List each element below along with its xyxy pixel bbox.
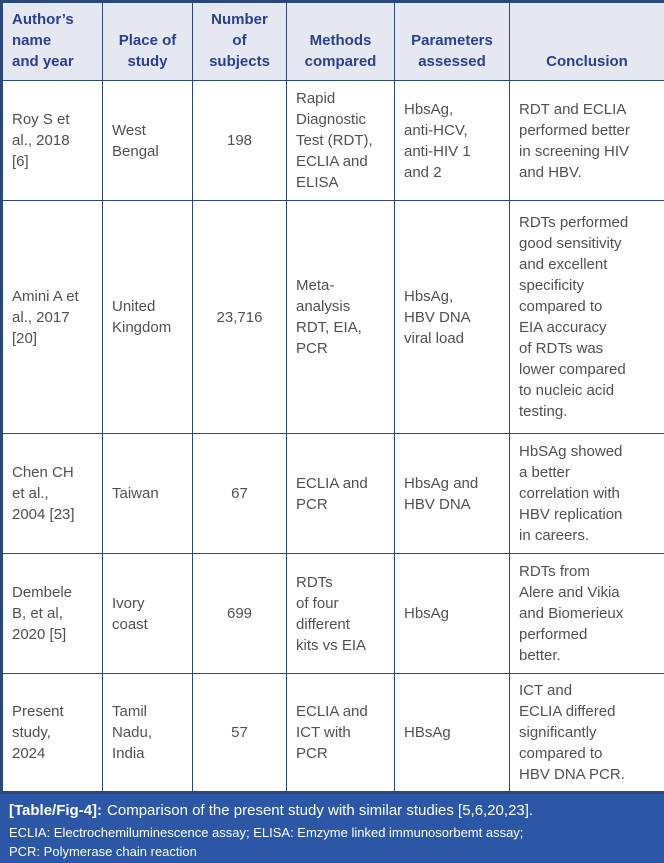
- column-header-parameters: Parameters assessed: [394, 1, 510, 81]
- cell-subjects: 23,716: [192, 200, 287, 434]
- cell-place: Tamil Nadu, India: [102, 673, 193, 793]
- cell-methods: ECLIA and PCR: [286, 433, 395, 554]
- cell-author: Present study, 2024: [1, 673, 103, 793]
- table-row: Dembele B, et al, 2020 [5] Ivory coast 6…: [1, 553, 664, 674]
- table-row: Roy S et al., 2018 [6] West Bengal 198 R…: [1, 80, 664, 201]
- cell-subjects: 198: [192, 80, 287, 201]
- cell-parameters: HbsAg, anti-HCV, anti-HIV 1 and 2: [394, 80, 510, 201]
- figure-caption: [Table/Fig-4]: Comparison of the present …: [9, 801, 655, 821]
- table-row: Present study, 2024 Tamil Nadu, India 57…: [1, 673, 664, 793]
- cell-methods: RDTs of four different kits vs EIA: [286, 553, 395, 674]
- cell-methods: ECLIA and ICT with PCR: [286, 673, 395, 793]
- comparison-table: Author’s name and year Place of study Nu…: [0, 0, 664, 794]
- table-row: Chen CH et al., 2004 [23] Taiwan 67 ECLI…: [1, 433, 664, 554]
- cell-subjects: 699: [192, 553, 287, 674]
- cell-place: United Kingdom: [102, 200, 193, 434]
- cell-place: Ivory coast: [102, 553, 193, 674]
- header-row: Author’s name and year Place of study Nu…: [1, 1, 664, 81]
- cell-subjects: 67: [192, 433, 287, 554]
- cell-parameters: HbsAg, HBV DNA viral load: [394, 200, 510, 434]
- cell-author: Dembele B, et al, 2020 [5]: [1, 553, 103, 674]
- cell-author: Amini A et al., 2017 [20]: [1, 200, 103, 434]
- cell-place: West Bengal: [102, 80, 193, 201]
- cell-conclusion: RDTs from Alere and Vikia and Biomerieux…: [509, 553, 664, 674]
- table-row: Amini A et al., 2017 [20] United Kingdom…: [1, 200, 664, 434]
- cell-conclusion: HbSAg showed a better correlation with H…: [509, 433, 664, 554]
- figure-caption-text: Comparison of the present study with sim…: [107, 802, 534, 819]
- column-header-author: Author’s name and year: [1, 1, 103, 81]
- column-header-conclusion: Conclusion: [509, 1, 664, 81]
- cell-methods: Meta- analysis RDT, EIA, PCR: [286, 200, 395, 434]
- cell-author: Roy S et al., 2018 [6]: [1, 80, 103, 201]
- cell-parameters: HbsAg and HBV DNA: [394, 433, 510, 554]
- column-header-methods: Methods compared: [286, 1, 395, 81]
- cell-parameters: HBsAg: [394, 673, 510, 793]
- figure-footer: [Table/Fig-4]: Comparison of the present …: [0, 794, 664, 863]
- cell-conclusion: ICT and ECLIA differed significantly com…: [509, 673, 664, 793]
- cell-parameters: HbsAg: [394, 553, 510, 674]
- cell-subjects: 57: [192, 673, 287, 793]
- cell-conclusion: RDTs performed good sensitivity and exce…: [509, 200, 664, 434]
- cell-place: Taiwan: [102, 433, 193, 554]
- cell-methods: Rapid Diagnostic Test (RDT), ECLIA and E…: [286, 80, 395, 201]
- cell-conclusion: RDT and ECLIA performed better in screen…: [509, 80, 664, 201]
- column-header-subjects: Number of subjects: [192, 1, 287, 81]
- abbreviations-note: ECLIA: Electrochemiluminescence assay; E…: [9, 825, 524, 859]
- cell-author: Chen CH et al., 2004 [23]: [1, 433, 103, 554]
- figure-caption-label: [Table/Fig-4]:: [9, 802, 103, 819]
- column-header-place: Place of study: [102, 1, 193, 81]
